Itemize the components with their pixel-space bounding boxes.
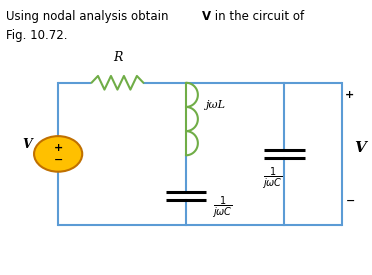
Text: $\dfrac{1}{j\omega C}$: $\dfrac{1}{j\omega C}$ <box>212 195 233 220</box>
Text: −: − <box>54 155 63 165</box>
Text: −: − <box>345 196 355 205</box>
Text: Fig. 10.72.: Fig. 10.72. <box>6 29 68 42</box>
Text: V: V <box>202 10 211 23</box>
Text: +: + <box>345 90 355 100</box>
Text: V: V <box>22 138 32 151</box>
Circle shape <box>34 136 82 172</box>
Text: $\dfrac{1}{j\omega C}$: $\dfrac{1}{j\omega C}$ <box>262 166 283 191</box>
Text: s: s <box>38 156 43 165</box>
Text: +: + <box>54 143 63 153</box>
Text: Using nodal analysis obtain: Using nodal analysis obtain <box>6 10 173 23</box>
Text: V: V <box>355 141 366 155</box>
Text: in the circuit of: in the circuit of <box>211 10 304 23</box>
Text: jωL: jωL <box>205 100 225 110</box>
Text: R: R <box>113 51 122 64</box>
